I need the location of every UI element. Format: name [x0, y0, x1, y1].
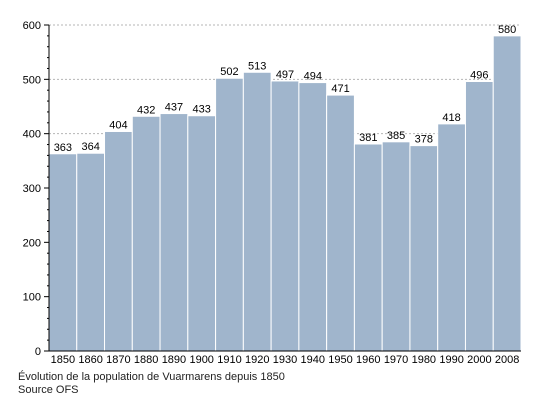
bar-1990: [437, 123, 466, 352]
x-tick-label: 1940: [301, 354, 325, 366]
data-label-1990: 418: [442, 112, 460, 124]
data-label-1910: 502: [220, 66, 238, 78]
y-tick-label: 0: [35, 346, 41, 358]
y-tick-label: 100: [23, 292, 41, 304]
x-tick-label: 1850: [51, 354, 75, 366]
data-label-1970: 385: [387, 130, 405, 142]
x-tick-label: 1870: [106, 354, 130, 366]
x-tick-label: 1880: [134, 354, 158, 366]
data-label-1860: 364: [81, 141, 99, 153]
data-label-1900: 433: [193, 104, 211, 116]
x-tick-label: 1860: [78, 354, 102, 366]
data-label-1980: 378: [415, 134, 433, 146]
data-label-1920: 513: [248, 60, 266, 72]
x-tick-label: 1950: [328, 354, 352, 366]
x-tick-label: 1970: [384, 354, 408, 366]
bar-1920: [242, 71, 272, 352]
bar-1900: [187, 115, 217, 352]
bar-1970: [381, 141, 411, 352]
x-tick-label: 1920: [245, 354, 269, 366]
bar-1880: [131, 115, 161, 352]
bar-1950: [326, 94, 355, 352]
y-tick-label: 400: [23, 129, 41, 141]
bar-1850: [48, 153, 78, 352]
data-label-1940: 494: [304, 71, 322, 83]
x-tick-label: 2000: [467, 354, 491, 366]
bar-2008: [492, 35, 522, 352]
bar-1870: [104, 130, 133, 352]
bar-1980: [409, 145, 439, 352]
x-tick-label: 1910: [217, 354, 241, 366]
x-tick-label: 1900: [189, 354, 213, 366]
data-label-2000: 496: [470, 70, 488, 82]
y-tick-label: 600: [23, 20, 41, 32]
x-tick-label: 1980: [412, 354, 436, 366]
bar-1910: [215, 77, 244, 352]
x-tick-label: 1960: [356, 354, 380, 366]
data-label-1850: 363: [54, 142, 72, 154]
data-label-1960: 381: [359, 132, 377, 144]
x-tick-label: 2008: [495, 354, 519, 366]
chart-data-labels: 363 364 404 432 437 433 502 513 497 494 471 381 385 3…: [54, 24, 517, 154]
y-tick-label: 200: [23, 237, 41, 249]
bar-1890: [159, 113, 189, 352]
y-tick-label: 500: [23, 74, 41, 86]
data-label-1890: 437: [165, 102, 183, 114]
bar-1860: [76, 152, 106, 352]
data-label-1880: 432: [137, 104, 155, 116]
y-tick-label: 300: [23, 183, 41, 195]
bar-1930: [270, 80, 300, 352]
x-tick-label: 1990: [439, 354, 463, 366]
chart-caption: Évolution de la population de Vuarmarens…: [18, 371, 285, 383]
data-label-1950: 471: [331, 83, 349, 95]
data-label-2008: 580: [498, 24, 516, 36]
bar-1940: [298, 82, 328, 352]
x-tick-label: 1930: [273, 354, 297, 366]
x-tick-label: 1890: [162, 354, 186, 366]
data-label-1870: 404: [109, 119, 127, 131]
chart-source: Source OFS: [18, 384, 79, 396]
chart-bars: [48, 35, 522, 352]
bar-2000: [464, 81, 494, 352]
bar-1960: [353, 143, 383, 352]
data-label-1930: 497: [276, 69, 294, 81]
